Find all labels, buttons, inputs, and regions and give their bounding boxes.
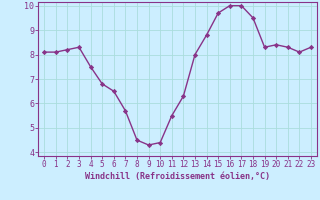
X-axis label: Windchill (Refroidissement éolien,°C): Windchill (Refroidissement éolien,°C) xyxy=(85,172,270,181)
